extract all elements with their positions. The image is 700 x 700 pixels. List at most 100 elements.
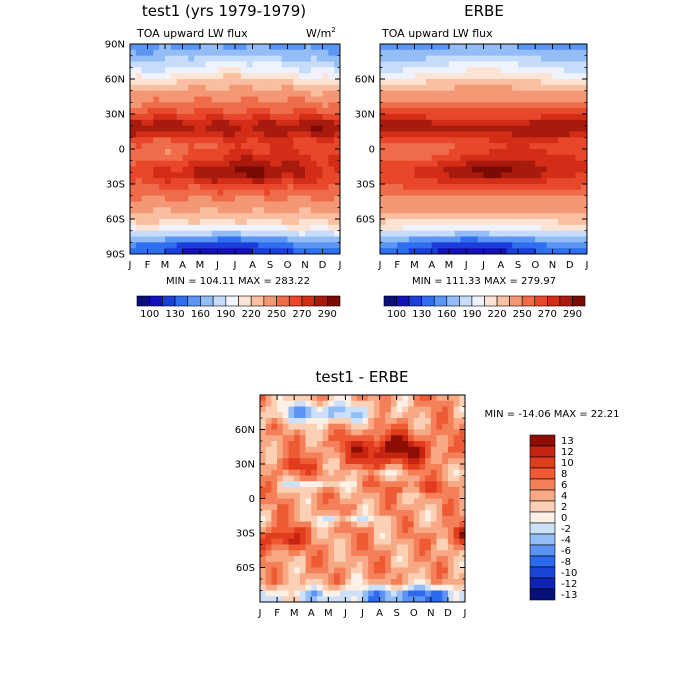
heatmap-cell	[489, 154, 496, 162]
heatmap-cell	[217, 125, 224, 132]
heatmap-cell	[414, 61, 421, 68]
heatmap-cell	[299, 236, 306, 243]
heatmap-cell	[489, 207, 496, 214]
heatmap-cell	[282, 435, 289, 442]
heatmap-cell	[518, 149, 525, 156]
heatmap-cell	[271, 429, 278, 436]
heatmap-cell	[523, 195, 530, 202]
heatmap-cell	[368, 406, 375, 413]
heatmap-cell	[322, 154, 329, 162]
heatmap-cell	[425, 458, 432, 465]
heatmap-cell	[408, 67, 415, 74]
heatmap-cell	[246, 219, 253, 226]
heatmap-cell	[408, 143, 415, 150]
heatmap-cell	[328, 561, 335, 568]
heatmap-cell	[258, 90, 265, 97]
heatmap-cell	[385, 149, 392, 156]
heatmap-cell	[413, 584, 420, 591]
heatmap-cell	[460, 55, 467, 62]
heatmap-cell	[426, 131, 433, 138]
heatmap-cell	[564, 213, 571, 220]
heatmap-cell	[275, 125, 283, 132]
heatmap-cell	[569, 114, 576, 121]
heatmap-cell	[489, 189, 496, 197]
heatmap-cell	[380, 189, 387, 197]
heatmap-cell	[430, 446, 438, 453]
heatmap-cell	[402, 441, 409, 448]
heatmap-cell	[130, 236, 137, 243]
heatmap-cell	[396, 550, 403, 557]
heatmap-cell	[339, 418, 346, 425]
heatmap-cell	[414, 108, 421, 115]
heatmap-cell	[546, 201, 553, 208]
heatmap-cell	[397, 67, 404, 74]
heatmap-cell	[293, 143, 300, 150]
heatmap-cell	[368, 429, 375, 436]
y-tick-label: 90N	[105, 40, 125, 51]
heatmap-cell	[130, 207, 137, 214]
heatmap-cell	[443, 219, 450, 226]
heatmap-cell	[569, 201, 576, 208]
heatmap-cell	[159, 108, 166, 115]
heatmap-cell	[426, 219, 433, 226]
heatmap-cell	[460, 119, 467, 127]
heatmap-cell	[176, 49, 183, 57]
colorbar-box	[471, 295, 485, 307]
heatmap-cell	[217, 230, 224, 237]
heatmap-cell	[305, 584, 312, 591]
heatmap-cell	[546, 242, 553, 249]
heatmap-cell	[316, 435, 324, 442]
heatmap-cell	[558, 224, 565, 232]
heatmap-cell	[322, 406, 329, 413]
heatmap-cell	[130, 49, 137, 57]
heatmap-cell	[436, 475, 443, 482]
colorbar-label: -4	[561, 535, 571, 546]
y-tick-label: 60N	[235, 425, 255, 436]
heatmap-cell	[419, 538, 426, 545]
heatmap-cell	[194, 160, 201, 167]
heatmap-cell	[334, 579, 341, 586]
heatmap-cell	[135, 184, 143, 191]
heatmap-cell	[294, 544, 301, 551]
heatmap-cell	[443, 119, 450, 127]
heatmap-cell	[430, 533, 438, 540]
heatmap-cell	[264, 137, 271, 144]
heatmap-cell	[316, 114, 323, 121]
heatmap-cell	[328, 492, 335, 499]
heatmap-cell	[385, 446, 392, 453]
heatmap-cell	[200, 172, 207, 179]
heatmap-cell	[293, 149, 300, 156]
heatmap-cell	[459, 533, 466, 540]
heatmap-cell	[437, 114, 444, 121]
heatmap-cell	[270, 149, 277, 156]
heatmap-cell	[356, 521, 363, 528]
heatmap-cell	[436, 406, 443, 413]
heatmap-cell	[328, 441, 335, 448]
heatmap-cell	[194, 108, 201, 115]
heatmap-cell	[431, 84, 438, 92]
heatmap-cell	[483, 213, 490, 220]
heatmap-cell	[391, 55, 398, 62]
heatmap-cell	[500, 96, 507, 103]
heatmap-cell	[287, 143, 294, 150]
heatmap-cell	[194, 49, 201, 57]
heatmap-cell	[419, 596, 426, 603]
heatmap-cell	[211, 143, 218, 150]
heatmap-cell	[442, 481, 449, 488]
heatmap-cell	[287, 213, 294, 220]
heatmap-cell	[402, 504, 409, 511]
heatmap-cell	[305, 201, 312, 208]
heatmap-cell	[390, 584, 398, 591]
heatmap-cell	[147, 224, 154, 232]
heatmap-cell	[518, 67, 525, 74]
heatmap-cell	[397, 125, 404, 132]
heatmap-cell	[558, 166, 565, 173]
heatmap-cell	[334, 492, 341, 499]
heatmap-cell	[466, 178, 473, 185]
heatmap-cell	[288, 544, 295, 551]
heatmap-cell	[159, 160, 166, 167]
heatmap-cell	[489, 131, 496, 138]
heatmap-cell	[447, 469, 455, 476]
heatmap-cell	[483, 114, 490, 121]
heatmap-cell	[430, 527, 438, 534]
